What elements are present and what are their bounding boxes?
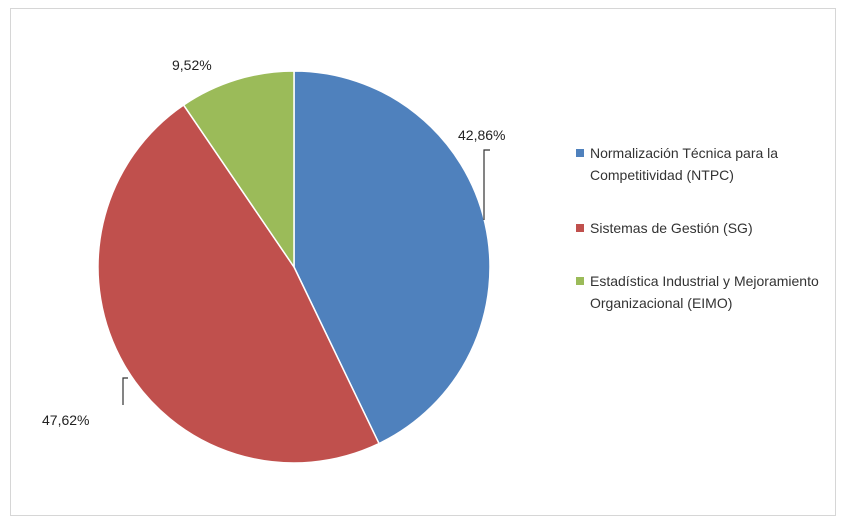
- data-label-ntpc: 42,86%: [458, 127, 505, 143]
- data-label-eimo: 9,52%: [172, 57, 212, 73]
- legend-swatch-eimo: [576, 277, 584, 285]
- legend-label-sg: Sistemas de Gestión (SG): [590, 220, 753, 236]
- legend-label-ntpc: Normalización Técnica para la Competitiv…: [590, 145, 779, 183]
- legend: Normalización Técnica para la Competitiv…: [576, 142, 826, 345]
- leader-lines: [122, 149, 490, 405]
- pie-slice-sg: [97, 103, 381, 464]
- leader-line-ntpc: [483, 149, 490, 220]
- legend-swatch-ntpc: [576, 149, 584, 157]
- pie-slice-eimo: [182, 70, 295, 270]
- legend-item-ntpc: Normalización Técnica para la Competitiv…: [576, 142, 826, 186]
- legend-label-eimo: Estadística Industrial y Mejoramiento Or…: [590, 273, 819, 311]
- data-label-sg: 47,62%: [42, 412, 89, 428]
- legend-item-sg: Sistemas de Gestión (SG): [576, 217, 826, 239]
- data-labels: 42,86% 47,62% 9,52%: [42, 57, 505, 428]
- leader-line-sg: [122, 377, 128, 405]
- pie-slices: [97, 70, 491, 464]
- legend-swatch-sg: [576, 224, 584, 232]
- pie-slice-ntpc: [293, 70, 491, 445]
- legend-item-eimo: Estadística Industrial y Mejoramiento Or…: [576, 270, 826, 314]
